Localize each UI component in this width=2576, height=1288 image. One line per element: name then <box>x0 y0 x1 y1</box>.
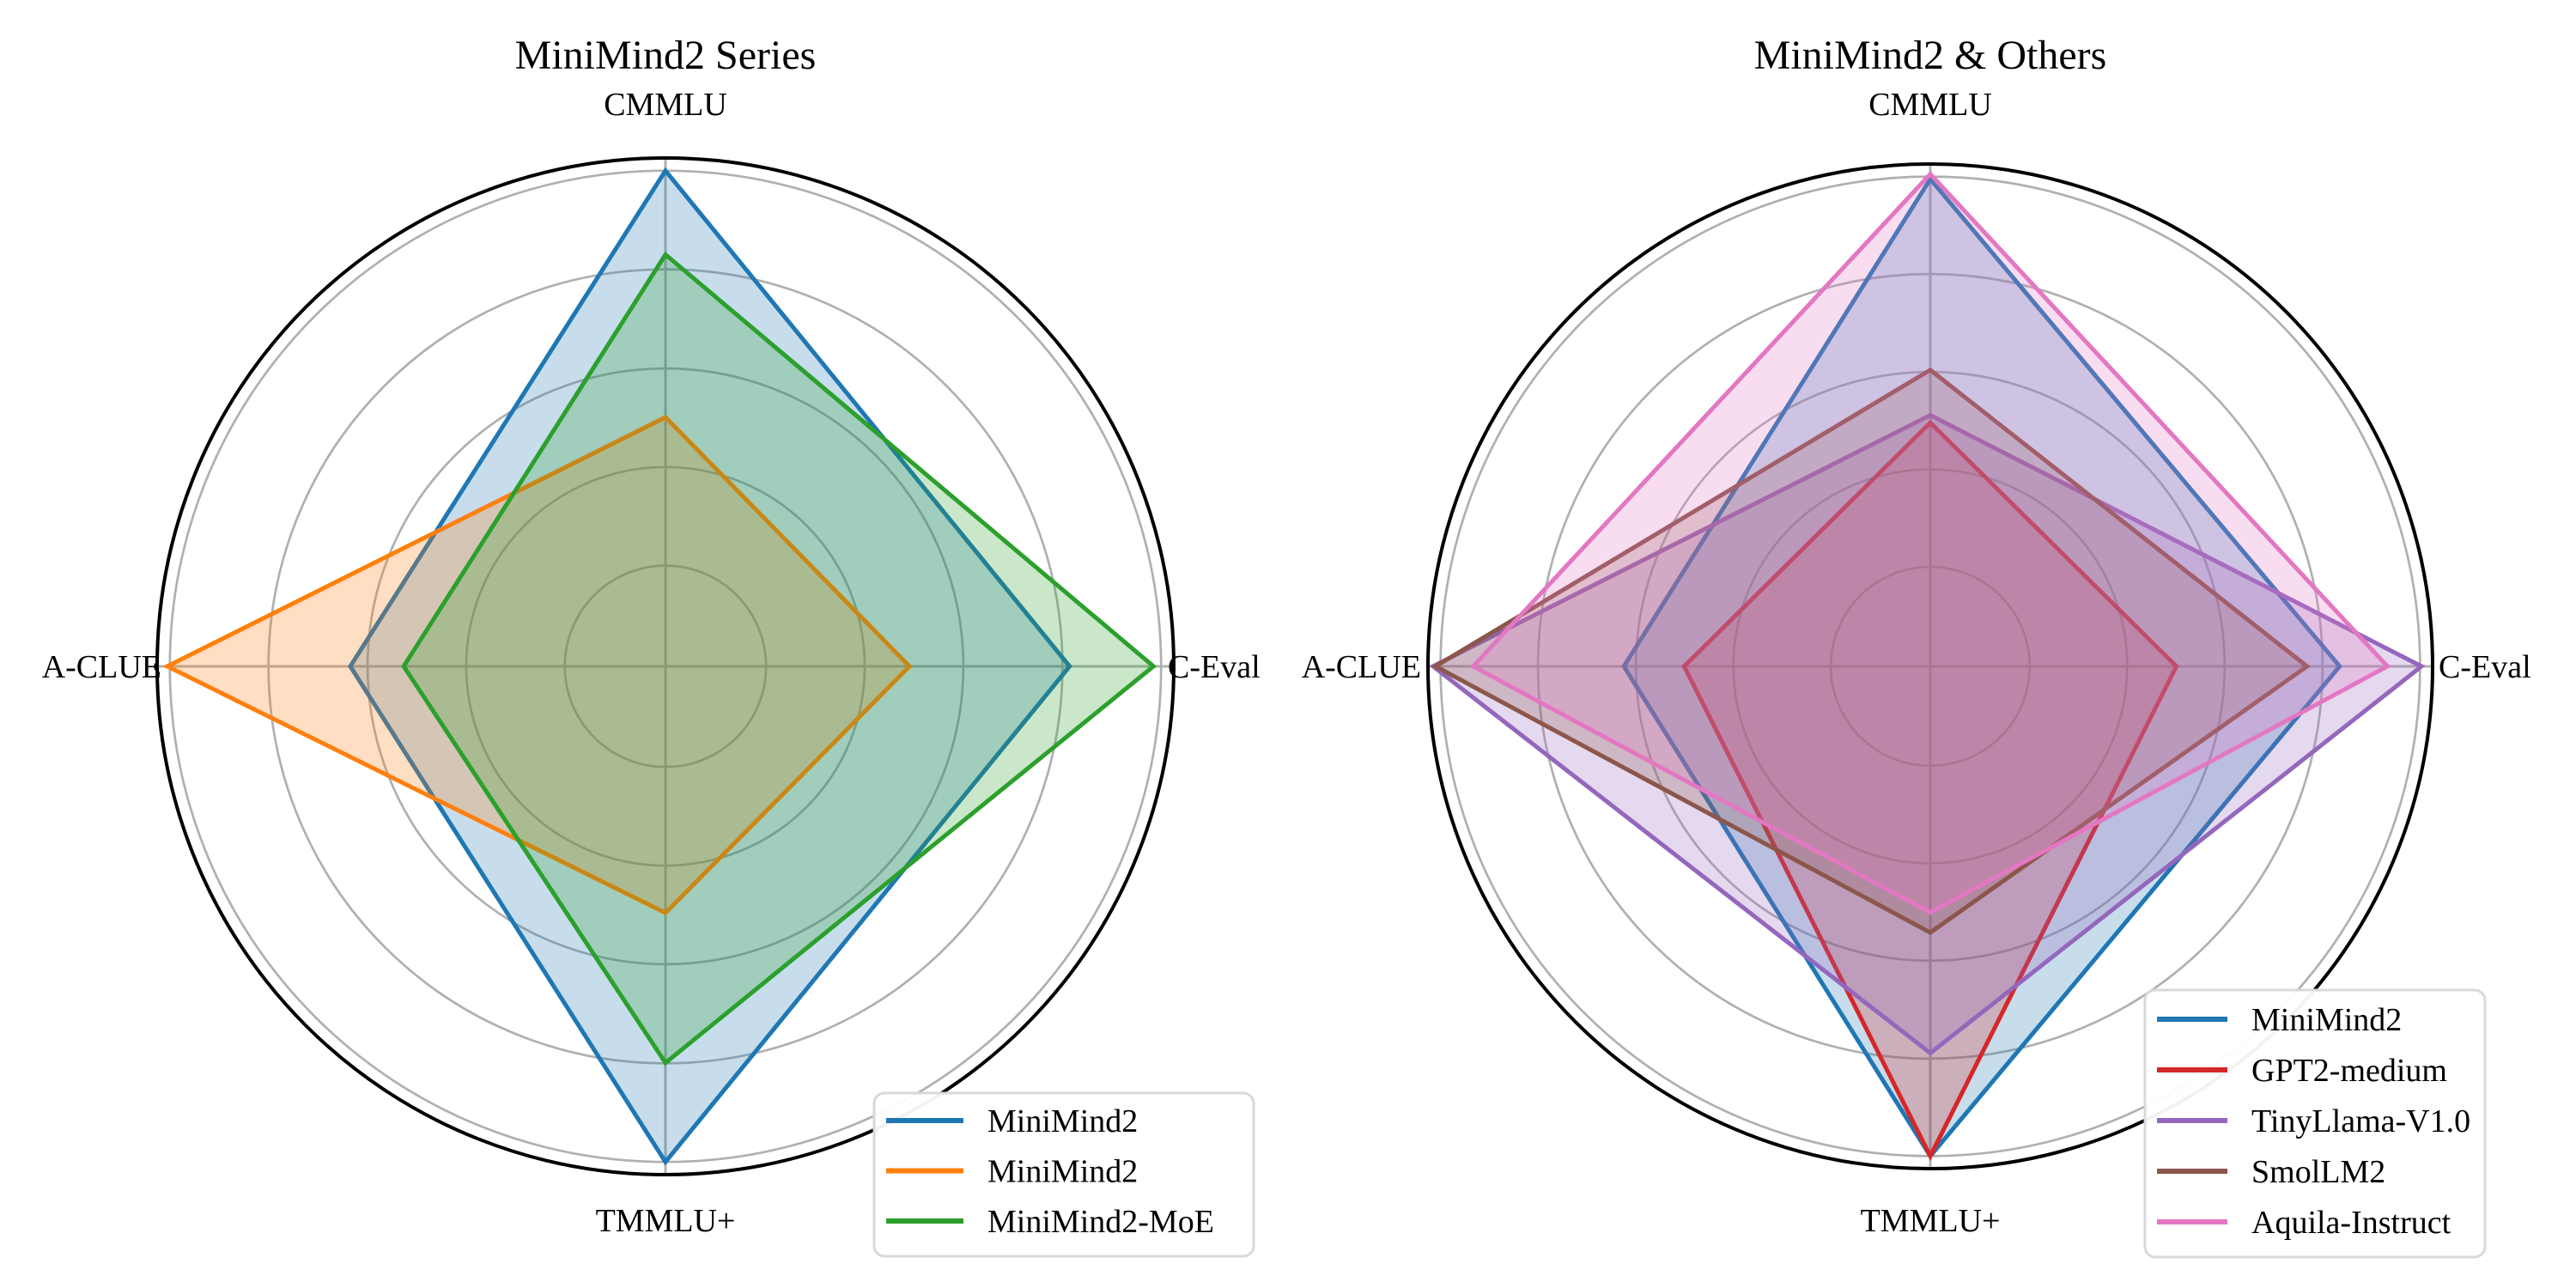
axis-label-aclue-left: A-CLUE <box>42 649 161 685</box>
series-polygon-tinyllama-v1-0 <box>1429 412 2426 1056</box>
legend-item-label: GPT2-medium <box>2251 1053 2447 1089</box>
legend-item-label: MiniMind2 <box>987 1103 1138 1139</box>
series-group-right <box>1429 171 2426 1161</box>
legend-right: MiniMind2 GPT2-medium TinyLlama-V1.0 SmolLM… <box>2143 988 2487 1259</box>
series-polygon-minimind2 <box>162 414 913 916</box>
legend-item: GPT2-medium <box>2157 1053 2447 1089</box>
series-polygon-smollm2 <box>1431 367 2311 935</box>
legend-item: MiniMind2-MoE <box>886 1204 1214 1240</box>
axis-label-aclue-right: A-CLUE <box>1302 649 1421 685</box>
axis-label-ceval-left: C-Eval <box>1168 649 1261 685</box>
legend-item-label: Aquila-Instruct <box>2251 1205 2451 1241</box>
chart-title-right: MiniMind2 & Others <box>1754 33 2107 78</box>
legend-item: MiniMind2 <box>886 1103 1138 1139</box>
legend-left: MiniMind2 MiniMind2 MiniMind2-MoE <box>872 1091 1255 1258</box>
legend-item-label: SmolLM2 <box>2251 1154 2385 1190</box>
legend-item-label: MiniMind2 <box>2251 1002 2402 1038</box>
series-polygon-aquila-instruct <box>1469 171 2391 915</box>
axis-label-tmmlu-left: TMMLU+ <box>596 1203 736 1239</box>
legend-item: Aquila-Instruct <box>2157 1205 2451 1241</box>
legend-item: TinyLlama-V1.0 <box>2157 1103 2470 1139</box>
legend-box <box>872 1091 1255 1258</box>
radar-chart-left: MiniMind2 Series CMMLU C-Eval TMMLU+ A-C… <box>42 33 1261 1258</box>
outer-circle-spine <box>1426 162 2434 1170</box>
series-polygon-minimind2 <box>347 167 1072 1166</box>
legend-box <box>2143 988 2487 1259</box>
series-polygon-minimind2-moe <box>401 251 1157 1066</box>
legend-item-label: MiniMind2-MoE <box>987 1204 1214 1240</box>
series-group-left <box>162 167 1157 1166</box>
radar-chart-right: MiniMind2 & Others CMMLU C-Eval TMMLU+ A… <box>1302 33 2531 1259</box>
chart-title-left: MiniMind2 Series <box>515 33 817 78</box>
axis-label-tmmlu-right: TMMLU+ <box>1861 1203 2001 1239</box>
axis-label-cmmlu-right: CMMLU <box>1868 87 1992 123</box>
legend-item-label: MiniMind2 <box>987 1154 1138 1190</box>
outer-circle-spine <box>155 156 1176 1176</box>
legend-item: MiniMind2 <box>2157 1002 2402 1038</box>
outer-spine-left <box>155 156 1176 1176</box>
outer-spine-right <box>1426 162 2434 1170</box>
axis-label-ceval-right: C-Eval <box>2439 649 2531 685</box>
legend-item-label: TinyLlama-V1.0 <box>2251 1103 2470 1139</box>
axis-label-cmmlu-left: CMMLU <box>604 87 727 123</box>
legend-item: MiniMind2 <box>886 1154 1138 1190</box>
legend-item: SmolLM2 <box>2157 1154 2385 1190</box>
series-polygon-gpt2-medium <box>1681 419 2179 1161</box>
